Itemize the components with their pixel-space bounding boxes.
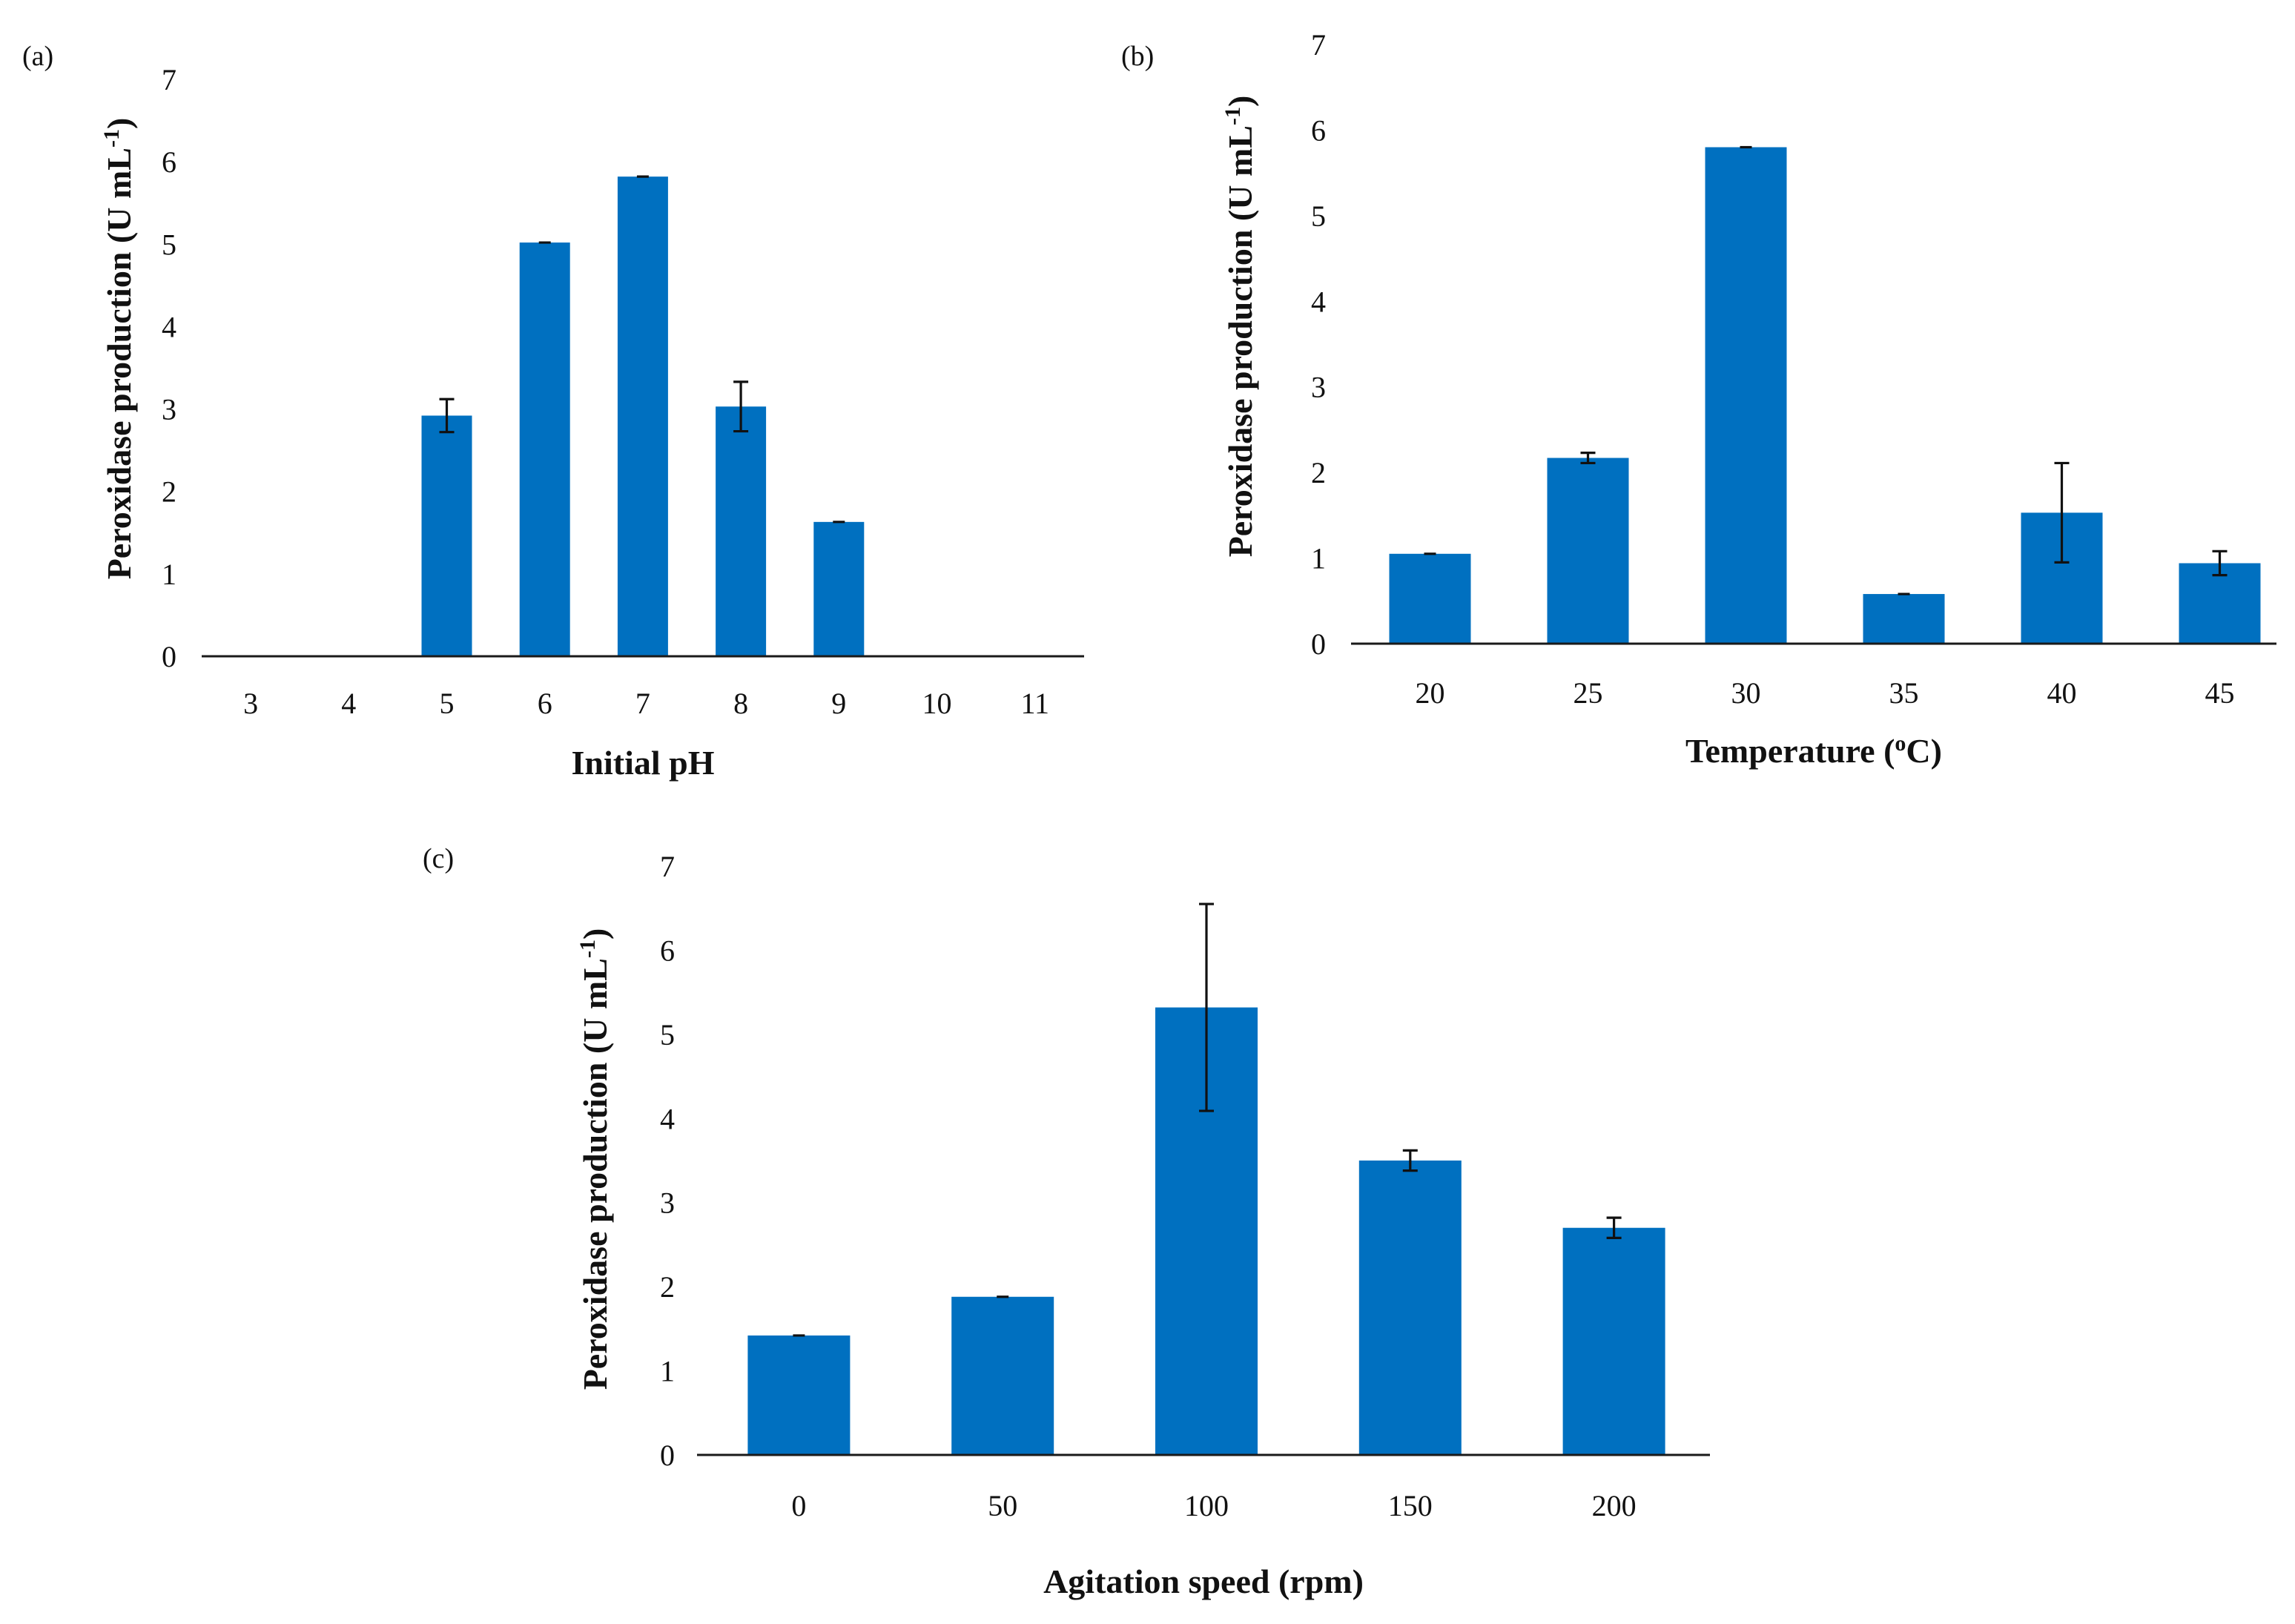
y-tick-label: 7	[660, 850, 675, 883]
y-tick-label: 1	[1311, 542, 1326, 575]
x-tick-label: 50	[988, 1489, 1017, 1522]
y-tick-label: 0	[1311, 627, 1326, 661]
y-axis-title-superscript: -1	[99, 129, 124, 148]
y-tick-label: 0	[162, 640, 176, 673]
error-bar-150	[1402, 1149, 1418, 1172]
x-tick-label: 4	[341, 687, 356, 720]
y-axis-title-main: Peroxidase production (U mL	[1221, 125, 1259, 557]
y-tick-label: 5	[1311, 199, 1326, 233]
x-tick-label: 20	[1416, 676, 1445, 710]
y-tick-label: 1	[660, 1355, 675, 1388]
x-axis-title-main: Temperature (	[1685, 732, 1895, 770]
x-axis-title: Agitation speed (rpm)	[1043, 1562, 1364, 1600]
bar-200	[1562, 1227, 1665, 1455]
x-tick-label: 45	[2205, 676, 2235, 710]
error-bar-5	[439, 397, 455, 434]
x-tick-label: 8	[733, 687, 748, 720]
x-tick-label: 200	[1592, 1489, 1637, 1522]
y-tick-label: 6	[660, 934, 675, 967]
y-tick-label: 6	[1311, 113, 1326, 147]
y-tick-label: 4	[660, 1102, 675, 1135]
x-tick-label: 100	[1184, 1489, 1229, 1522]
y-tick-label: 4	[1311, 285, 1326, 318]
error-bar-40	[2054, 461, 2070, 564]
y-tick-label: 3	[162, 393, 176, 426]
bar-9	[813, 521, 865, 656]
x-axis-title-end: C)	[1906, 732, 1942, 770]
error-bar-45	[2212, 549, 2228, 577]
y-tick-label: 7	[1311, 28, 1326, 62]
x-tick-label: 11	[1020, 687, 1049, 720]
x-tick-label: 0	[791, 1489, 806, 1522]
bar-35	[1863, 594, 1945, 644]
y-tick-label: 3	[660, 1186, 675, 1220]
error-bar-100	[1199, 902, 1214, 1112]
y-axis-title-main: Peroxidase production (U mL	[576, 958, 614, 1390]
error-bar-200	[1606, 1216, 1622, 1239]
error-bar-25	[1580, 451, 1596, 465]
x-axis-title-main: Initial pH	[571, 744, 714, 782]
y-tick-label: 6	[162, 145, 176, 179]
bar-8	[716, 406, 767, 656]
x-tick-label: 150	[1388, 1489, 1433, 1522]
bar-150	[1358, 1161, 1462, 1455]
chart-panel-a: (a) 0 1 2 3 4 5 6 7 3 4 5 6 7 8 9 10 11 Initial pH Peroxida…	[22, 41, 1084, 782]
error-bar-8	[733, 380, 749, 433]
y-tick-label: 0	[660, 1439, 675, 1472]
x-tick-label: 10	[922, 687, 952, 720]
bar-45	[2179, 563, 2261, 644]
y-axis-title: Peroxidase production (U mL-1)	[1221, 96, 1259, 558]
panel-label: (c)	[423, 843, 454, 874]
y-tick-label: 1	[162, 558, 176, 591]
x-tick-label: 40	[2047, 676, 2077, 710]
bar-5	[421, 415, 472, 656]
y-tick-label: 3	[1311, 371, 1326, 404]
y-tick-label: 7	[162, 63, 176, 96]
bar-25	[1547, 458, 1629, 644]
y-axis-title-superscript: -1	[1221, 107, 1245, 125]
y-tick-label: 2	[1311, 456, 1326, 489]
x-axis-title: Temperature (oC)	[1685, 731, 1942, 770]
y-tick-label: 5	[660, 1018, 675, 1052]
bar-6	[519, 242, 570, 656]
x-tick-label: 35	[1889, 676, 1919, 710]
x-tick-label: 3	[243, 687, 258, 720]
x-axis-title: Initial pH	[571, 744, 714, 782]
x-tick-label: 9	[831, 687, 846, 720]
x-tick-label: 30	[1731, 676, 1761, 710]
y-tick-label: 5	[162, 228, 176, 261]
panel-label: (a)	[22, 41, 53, 72]
x-tick-label: 7	[635, 687, 650, 720]
bar-50	[951, 1296, 1054, 1455]
chart-panel-c: (c) 0 1 2 3 4 5 6 7 0 50 100 150 200 Agitation speed (…	[423, 843, 1710, 1600]
bar-30	[1705, 147, 1787, 644]
y-axis-title-main: Peroxidase production (U mL	[100, 148, 138, 579]
x-tick-label: 5	[440, 687, 455, 720]
panel-label: (b)	[1121, 41, 1154, 72]
y-axis-title-end: )	[1221, 96, 1259, 107]
y-axis-title-end: )	[100, 118, 138, 129]
y-tick-label: 2	[162, 475, 176, 509]
y-tick-label: 4	[162, 310, 176, 343]
bar-0	[747, 1335, 851, 1455]
y-axis-title-end: )	[576, 928, 614, 940]
x-axis-title-main: Agitation speed (rpm)	[1043, 1562, 1364, 1600]
bar-20	[1389, 553, 1471, 644]
y-tick-label: 2	[660, 1270, 675, 1304]
y-axis-title: Peroxidase production (U mL-1)	[575, 928, 614, 1390]
y-axis-title-superscript: -1	[575, 940, 600, 958]
y-axis-title: Peroxidase production (U mL-1)	[99, 118, 138, 580]
bar-7	[617, 176, 668, 657]
x-axis-title-superscript: o	[1895, 731, 1906, 756]
x-tick-label: 25	[1574, 676, 1603, 710]
x-tick-label: 6	[538, 687, 552, 720]
